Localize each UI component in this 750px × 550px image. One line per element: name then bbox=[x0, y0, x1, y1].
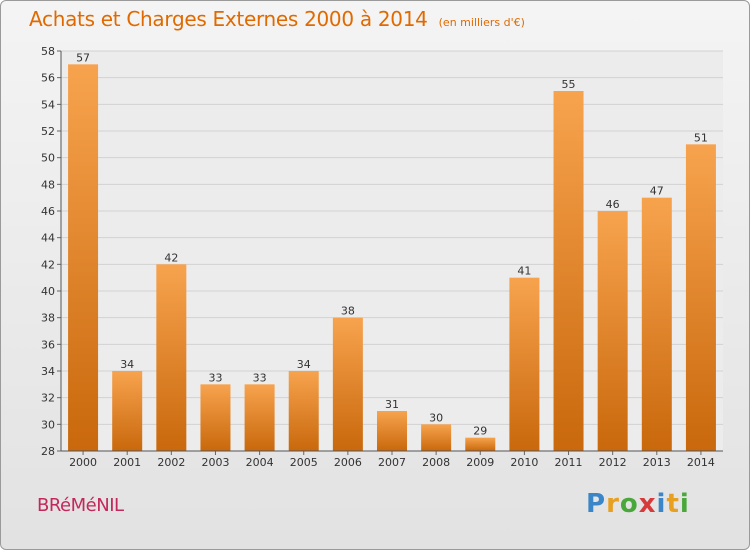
logo-letter: o bbox=[619, 489, 639, 519]
bar-value-label: 30 bbox=[429, 411, 443, 424]
bar-value-label: 57 bbox=[76, 51, 90, 64]
bar bbox=[332, 317, 363, 451]
y-tick-label: 40 bbox=[41, 285, 55, 298]
x-tick-label: 2013 bbox=[643, 456, 671, 469]
y-tick-label: 30 bbox=[41, 418, 55, 431]
bar bbox=[553, 91, 584, 451]
chart-unit: (en milliers d'€) bbox=[438, 16, 525, 29]
x-tick-label: 2014 bbox=[687, 456, 715, 469]
x-tick-label: 2000 bbox=[69, 456, 97, 469]
y-tick-label: 32 bbox=[41, 392, 55, 405]
logo-letter: i bbox=[679, 489, 690, 519]
bar bbox=[68, 64, 99, 452]
logo-letter: t bbox=[666, 489, 680, 519]
proxiti-logo[interactable]: Proxiti bbox=[586, 489, 690, 519]
bars: 57 34 42 33 33 34 38 31 30 29 41 55 46 47 51 bbox=[68, 51, 716, 452]
logo-letter: x bbox=[638, 489, 657, 519]
x-tick-label: 2008 bbox=[422, 456, 450, 469]
bar bbox=[288, 371, 319, 451]
x-tick-label: 2003 bbox=[201, 456, 229, 469]
title-row: Achats et Charges Externes 2000 à 2014 (… bbox=[29, 7, 525, 31]
bar bbox=[244, 384, 275, 451]
bar-value-label: 46 bbox=[606, 198, 620, 211]
logo-letter: P bbox=[586, 489, 607, 519]
y-tick-label: 44 bbox=[41, 232, 55, 245]
bar-value-label: 42 bbox=[164, 251, 178, 264]
bar bbox=[421, 424, 452, 451]
y-tick-label: 28 bbox=[41, 445, 55, 458]
bar bbox=[156, 264, 187, 451]
chart-title: Achats et Charges Externes 2000 à 2014 bbox=[29, 7, 428, 31]
y-tick-label: 56 bbox=[41, 72, 55, 85]
bar bbox=[641, 197, 672, 451]
y-tick-label: 36 bbox=[41, 338, 55, 351]
bar bbox=[509, 277, 540, 451]
y-tick-label: 46 bbox=[41, 205, 55, 218]
x-tick-label: 2010 bbox=[510, 456, 538, 469]
x-tick-label: 2011 bbox=[555, 456, 583, 469]
bar bbox=[200, 384, 231, 451]
y-tick-label: 42 bbox=[41, 258, 55, 271]
x-tick-label: 2004 bbox=[246, 456, 274, 469]
bar-value-label: 55 bbox=[562, 78, 576, 91]
x-tick-label: 2006 bbox=[334, 456, 362, 469]
axes: 28 30 32 34 36 38 40 42 44 46 48 50 52 54 56 58 2000 2001… bbox=[41, 45, 723, 469]
bar-value-label: 33 bbox=[208, 371, 222, 384]
bar-value-label: 33 bbox=[253, 371, 267, 384]
bar bbox=[377, 411, 407, 451]
y-tick-label: 50 bbox=[41, 152, 55, 165]
bar-value-label: 29 bbox=[473, 425, 487, 438]
bar-value-label: 51 bbox=[694, 131, 708, 144]
bar bbox=[597, 211, 628, 451]
y-tick-label: 48 bbox=[41, 178, 55, 191]
y-tick-label: 34 bbox=[41, 365, 55, 378]
bar-value-label: 34 bbox=[297, 358, 311, 371]
x-tick-label: 2009 bbox=[466, 456, 494, 469]
bar bbox=[685, 144, 716, 452]
x-tick-label: 2002 bbox=[157, 456, 185, 469]
town-name: BRéMéNIL bbox=[37, 495, 124, 516]
y-tick-label: 38 bbox=[41, 312, 55, 325]
bar-value-label: 34 bbox=[120, 358, 134, 371]
x-tick-label: 2007 bbox=[378, 456, 406, 469]
x-tick-label: 2005 bbox=[290, 456, 318, 469]
y-tick-label: 58 bbox=[41, 45, 55, 58]
bar bbox=[465, 437, 496, 451]
y-tick-label: 54 bbox=[41, 98, 55, 111]
logo-letter: i bbox=[656, 489, 667, 519]
bar-value-label: 38 bbox=[341, 305, 355, 318]
x-tick-label: 2001 bbox=[113, 456, 141, 469]
bar-value-label: 41 bbox=[517, 265, 531, 278]
bar-value-label: 31 bbox=[385, 398, 399, 411]
y-tick-label: 52 bbox=[41, 125, 55, 138]
logo-letter: r bbox=[606, 489, 620, 519]
x-tick-label: 2012 bbox=[599, 456, 627, 469]
bar bbox=[112, 371, 143, 451]
bar-value-label: 47 bbox=[650, 185, 664, 198]
